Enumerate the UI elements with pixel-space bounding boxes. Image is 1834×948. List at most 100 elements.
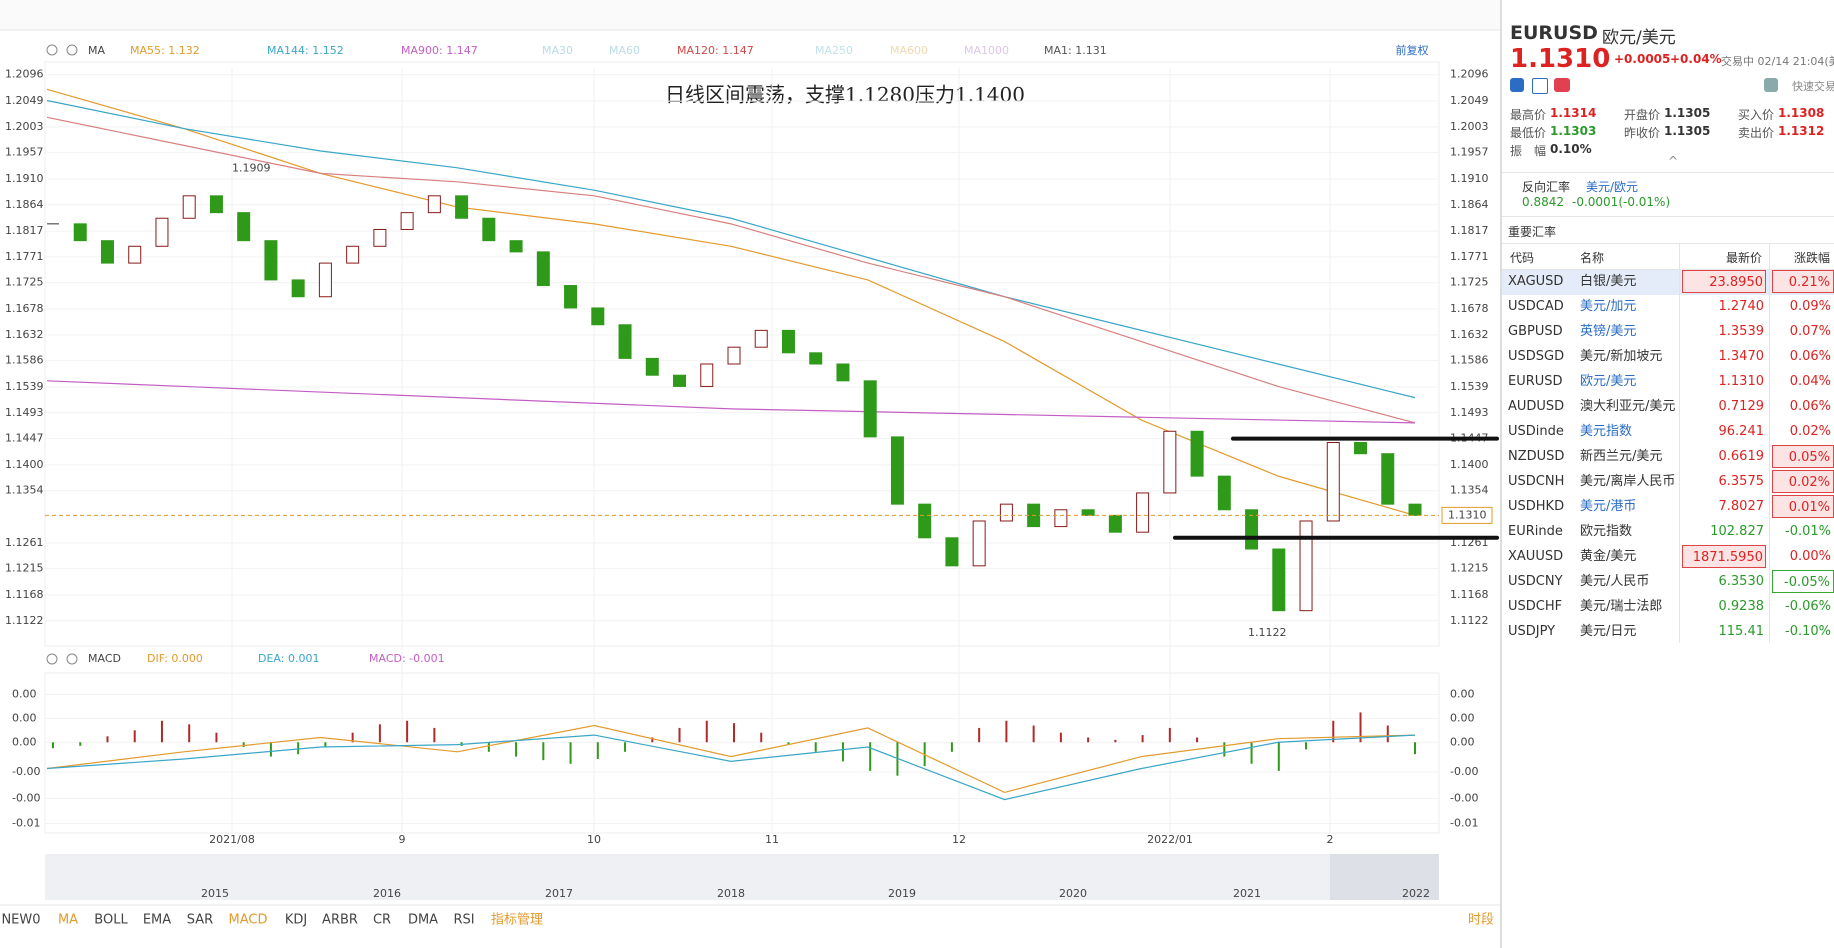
y-tick-label: 1.1864	[1450, 198, 1489, 211]
bell-icon[interactable]	[1764, 78, 1778, 92]
indicator-tab[interactable]: EMA	[143, 913, 171, 928]
divider	[1502, 216, 1834, 217]
ma-label: MA1: 1.131	[1044, 44, 1107, 57]
y-tick-label: 1.1122	[5, 614, 44, 627]
macd-bar	[324, 742, 327, 748]
indicator-tab[interactable]: NEW0	[1, 913, 40, 928]
period-tab[interactable]: 时段	[1468, 913, 1494, 928]
table-row[interactable]: GBPUSD 英镑/美元 1.3539 0.07%	[1502, 320, 1834, 345]
indicator-tab[interactable]: RSI	[453, 913, 474, 928]
divider	[1502, 172, 1834, 173]
y-tick-label: 1.1261	[5, 536, 44, 549]
doc-icon[interactable]	[1532, 78, 1548, 94]
price-cell: 23.8950	[1682, 270, 1766, 293]
macd-bar	[433, 727, 436, 743]
indicator-tab[interactable]: MA	[58, 913, 78, 928]
indicator-tab[interactable]: 指标管理	[491, 913, 543, 928]
candle	[1163, 430, 1177, 494]
price-cell: 7.8027	[1718, 499, 1765, 514]
settings-icon[interactable]	[46, 653, 58, 665]
change-cell: -0.10%	[1785, 624, 1831, 639]
stat-value: 1.1303	[1550, 124, 1597, 138]
macd-label: MACD: -0.001	[369, 652, 445, 665]
macd-bar	[1114, 739, 1117, 743]
code-cell: EURUSD	[1508, 374, 1563, 389]
candle	[291, 279, 305, 298]
candle	[863, 380, 877, 438]
y-tick-label: 1.1168	[5, 588, 44, 601]
collapse[interactable]: ^	[1668, 154, 1679, 168]
high-label: 1.1909	[232, 162, 271, 175]
close-icon[interactable]	[66, 653, 78, 665]
candle	[1108, 514, 1122, 533]
header-cell[interactable]: 涨跌幅	[1793, 251, 1830, 265]
code-cell: USDCNH	[1508, 474, 1565, 489]
macd-bar	[106, 736, 109, 743]
indicator-tab[interactable]: CR	[373, 913, 391, 928]
name-cell: 欧元/美元	[1580, 374, 1637, 389]
macd-bar	[950, 742, 953, 752]
table-row[interactable]: USDCNY 美元/人民币 6.3530 -0.05%	[1502, 570, 1834, 595]
code-cell: XAGUSD	[1508, 274, 1564, 289]
stat-label: 昨收价	[1624, 126, 1661, 140]
quick-trade[interactable]: 快速交易	[1792, 80, 1834, 93]
dif-label: DIF: 0.000	[147, 652, 203, 665]
code-cell: USDJPY	[1508, 624, 1556, 639]
ma-label: MA60	[609, 44, 640, 57]
price-cell: 1871.5950	[1682, 545, 1766, 568]
table-row[interactable]: XAUUSD 黄金/美元 1871.5950 0.00%	[1502, 545, 1834, 570]
indicator-tab[interactable]: SAR	[187, 913, 213, 928]
ma-label: MA600	[890, 44, 928, 57]
indicator-name[interactable]: MA	[88, 44, 105, 57]
table-row[interactable]: EURinde 欧元指数 102.827 -0.01%	[1502, 520, 1834, 545]
price-cell: 0.7129	[1718, 399, 1765, 414]
table-row[interactable]: EURUSD 欧元/美元 1.1310 0.04%	[1502, 370, 1834, 395]
indicator-name[interactable]: MACD	[88, 652, 121, 665]
header-cell: 名称	[1580, 251, 1605, 265]
candle	[237, 212, 251, 242]
navigator-window[interactable]	[1330, 854, 1439, 900]
y-tick-label: 0.00	[12, 687, 37, 700]
indicator-tab[interactable]: ARBR	[322, 913, 358, 928]
price-frame	[44, 61, 1440, 647]
macd-bar	[79, 742, 82, 746]
table-row[interactable]: USDCAD 美元/加元 1.2740 0.09%	[1502, 295, 1834, 320]
table-row[interactable]: USDCHF 美元/瑞士法郎 0.9238 -0.06%	[1502, 595, 1834, 620]
col-divider	[1769, 243, 1770, 643]
table-row[interactable]: NZDUSD 新西兰元/美元 0.6619 0.05%	[1502, 445, 1834, 470]
y-tick-label: 1.1817	[1450, 224, 1489, 237]
table-row[interactable]: USDinde 美元指数 96.241 0.02%	[1502, 420, 1834, 445]
code-cell: USDinde	[1508, 424, 1564, 439]
close-icon[interactable]	[66, 44, 78, 56]
indicator-tab[interactable]: KDJ	[285, 913, 307, 928]
indicator-tab[interactable]: BOLL	[94, 913, 128, 928]
candle	[945, 537, 959, 567]
navigator[interactable]	[45, 854, 1439, 900]
indicator-tab[interactable]: MACD	[229, 913, 268, 928]
table-row[interactable]: USDJPY 美元/日元 115.41 -0.10%	[1502, 620, 1834, 645]
candle	[264, 240, 278, 281]
indicator-tab[interactable]: DMA	[408, 913, 438, 928]
table-row[interactable]: USDHKD 美元/港币 7.8027 0.01%	[1502, 495, 1834, 520]
code-cell: EURinde	[1508, 524, 1563, 539]
ma-label: MA900: 1.147	[401, 44, 478, 57]
adjust-label[interactable]: 前复权	[1396, 43, 1429, 57]
macd-bar	[1087, 737, 1090, 743]
table-row[interactable]: USDSGD 美元/新加坡元 1.3470 0.06%	[1502, 345, 1834, 370]
navigator-year: 2022	[1402, 887, 1430, 900]
settings-icon[interactable]	[46, 44, 58, 56]
y-tick-label: 1.2003	[5, 120, 44, 133]
table-row[interactable]: AUDUSD 澳大利亚元/美元 0.7129 0.06%	[1502, 395, 1834, 420]
macd-bar	[269, 742, 272, 757]
price-cell: 96.241	[1718, 424, 1765, 439]
globe-icon[interactable]	[1510, 78, 1524, 92]
y-tick-label: -0.01	[1450, 816, 1478, 829]
reverse-pair[interactable]: 美元/欧元	[1586, 180, 1639, 194]
table-row[interactable]: USDCNH 美元/离岸人民币 6.3575 0.02%	[1502, 470, 1834, 495]
heart-icon[interactable]	[1554, 78, 1570, 92]
y-tick-label: 1.1725	[1450, 276, 1489, 289]
macd-bar	[378, 724, 381, 743]
macd-bar	[487, 742, 490, 752]
table-row[interactable]: XAGUSD 白银/美元 23.8950 0.21%	[1502, 270, 1834, 295]
macd-bar	[1005, 720, 1008, 743]
